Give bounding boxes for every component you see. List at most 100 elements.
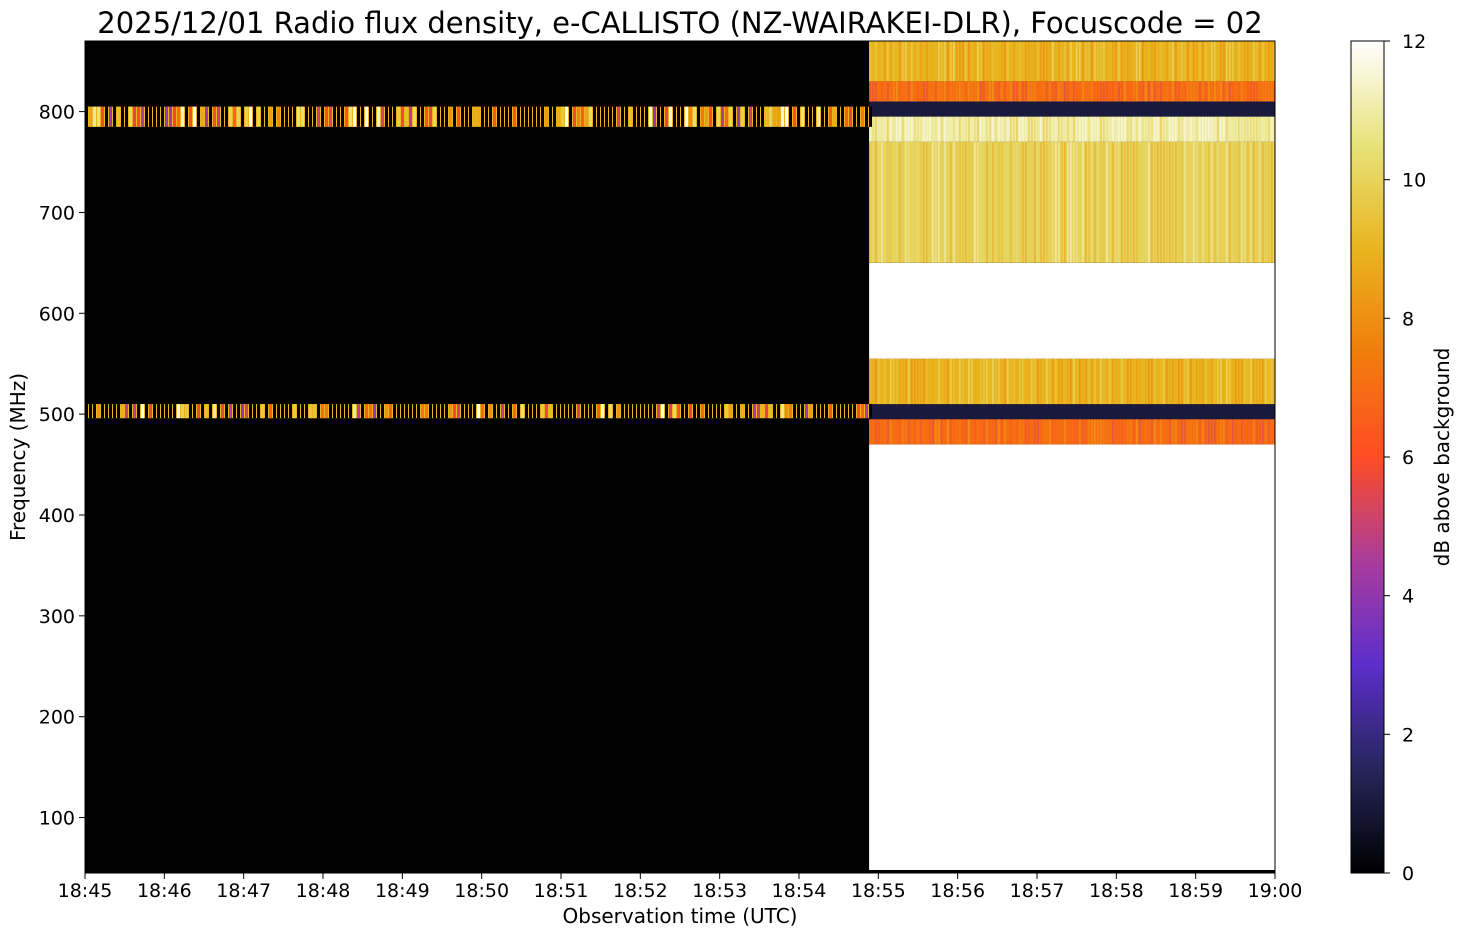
interference-speckle (393, 404, 396, 419)
texture-stripe (1082, 358, 1084, 405)
texture-stripe (929, 81, 931, 102)
texture-stripe (1229, 41, 1231, 82)
texture-stripe (1058, 116, 1060, 142)
interference-speckle (589, 404, 592, 419)
texture-stripe (914, 419, 916, 445)
interference-speckle (793, 404, 796, 419)
interference-speckle (229, 404, 232, 419)
texture-stripe (1109, 81, 1111, 102)
texture-stripe (1190, 358, 1192, 405)
texture-stripe (1109, 41, 1111, 82)
interference-speckle (729, 404, 732, 419)
interference-speckle (809, 106, 812, 127)
interference-speckle (841, 404, 844, 419)
texture-stripe (1136, 358, 1138, 405)
interference-speckle (677, 404, 680, 419)
texture-stripe (1181, 41, 1183, 82)
interference-speckle (817, 106, 820, 127)
texture-stripe (914, 81, 916, 102)
texture-stripe (1238, 358, 1240, 405)
interference-speckle (401, 404, 404, 419)
interference-speckle (869, 404, 872, 419)
texture-stripe (1193, 419, 1195, 445)
texture-stripe (1016, 358, 1018, 405)
texture-stripe (920, 116, 922, 142)
interference-speckle (509, 106, 512, 127)
texture-stripe (872, 41, 874, 82)
interference-speckle (209, 404, 212, 419)
texture-stripe (1091, 81, 1093, 102)
interference-speckle (129, 106, 132, 127)
x-tick-label: 18:56 (930, 880, 985, 902)
texture-stripe (1100, 141, 1102, 263)
texture-stripe (1013, 358, 1015, 405)
texture-stripe (1118, 358, 1120, 405)
heatmap-region-9 (869, 101, 1275, 117)
texture-stripe (1001, 141, 1003, 263)
interference-speckle (517, 404, 520, 419)
texture-stripe (1019, 419, 1021, 445)
texture-stripe (1190, 419, 1192, 445)
texture-stripe (1232, 116, 1234, 142)
texture-stripe (881, 81, 883, 102)
texture-stripe (932, 358, 934, 405)
interference-speckle (505, 106, 508, 127)
texture-stripe (986, 141, 988, 263)
texture-stripe (950, 141, 952, 263)
texture-stripe (1133, 419, 1135, 445)
texture-stripe (893, 116, 895, 142)
interference-speckle (233, 106, 236, 127)
interference-speckle (629, 404, 632, 419)
texture-stripe (935, 141, 937, 263)
texture-stripe (1139, 141, 1141, 263)
interference-speckle (489, 404, 492, 419)
texture-stripe (944, 141, 946, 263)
texture-stripe (1142, 81, 1144, 102)
texture-stripe (1265, 358, 1267, 405)
texture-stripe (929, 41, 931, 82)
texture-stripe (1205, 81, 1207, 102)
texture-stripe (953, 141, 955, 263)
texture-stripe (1187, 419, 1189, 445)
interference-speckle (181, 106, 184, 127)
texture-stripe (1148, 419, 1150, 445)
texture-stripe (908, 358, 910, 405)
interference-speckle (277, 106, 280, 127)
texture-stripe (989, 419, 991, 445)
interference-speckle (129, 404, 132, 419)
interference-speckle (577, 106, 580, 127)
texture-stripe (1070, 419, 1072, 445)
interference-speckle (453, 106, 456, 127)
interference-speckle (801, 404, 804, 419)
texture-stripe (1058, 81, 1060, 102)
texture-stripe (1241, 419, 1243, 445)
texture-stripe (896, 358, 898, 405)
interference-speckle (357, 404, 360, 419)
texture-stripe (941, 81, 943, 102)
texture-stripe (1124, 419, 1126, 445)
y-tick-label: 100 (39, 808, 75, 830)
texture-stripe (962, 41, 964, 82)
texture-stripe (1097, 419, 1099, 445)
interference-speckle (477, 404, 480, 419)
texture-stripe (1148, 81, 1150, 102)
texture-stripe (1028, 116, 1030, 142)
interference-speckle (277, 404, 280, 419)
texture-stripe (1049, 116, 1051, 142)
texture-stripe (968, 116, 970, 142)
texture-stripe (947, 41, 949, 82)
interference-speckle (853, 106, 856, 127)
interference-speckle (357, 106, 360, 127)
texture-stripe (1172, 116, 1174, 142)
texture-stripe (1118, 41, 1120, 82)
texture-stripe (1073, 41, 1075, 82)
interference-speckle (761, 404, 764, 419)
texture-stripe (1007, 419, 1009, 445)
interference-speckle (509, 404, 512, 419)
texture-stripe (1115, 358, 1117, 405)
texture-stripe (1259, 41, 1261, 82)
texture-stripe (1022, 81, 1024, 102)
texture-stripe (1064, 116, 1066, 142)
texture-stripe (1034, 81, 1036, 102)
interference-speckle (637, 404, 640, 419)
